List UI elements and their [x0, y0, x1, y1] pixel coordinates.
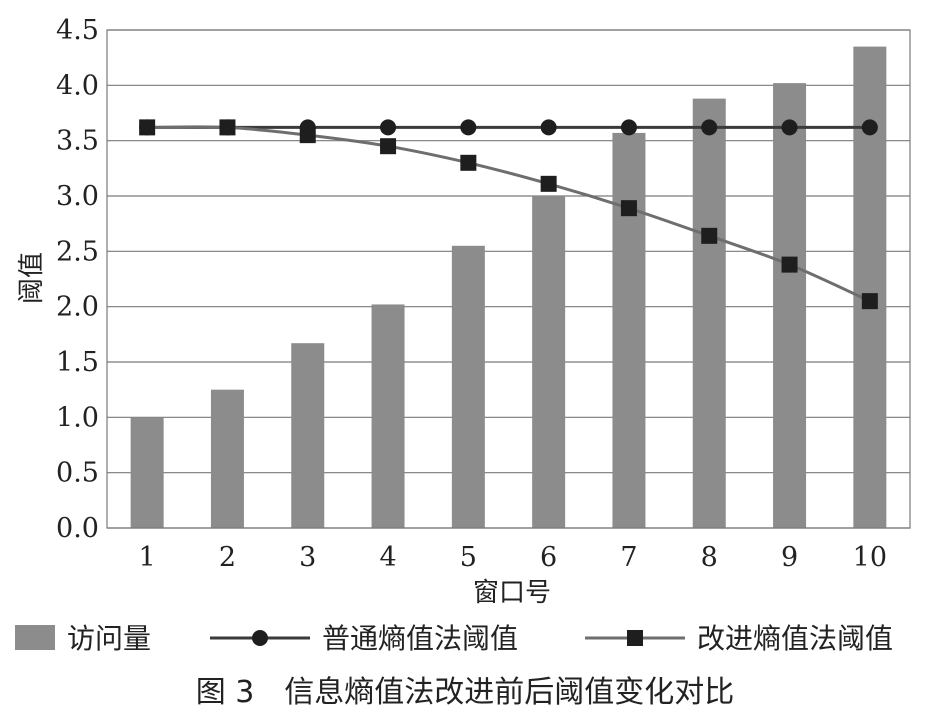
- x-tick-label: 3: [299, 542, 316, 573]
- point-normal-entropy: [701, 119, 718, 136]
- y-tick-label: 3.5: [56, 126, 99, 157]
- x-tick-label: 4: [379, 542, 396, 573]
- y-tick-label: 2.5: [56, 236, 99, 267]
- bar: [853, 46, 887, 528]
- legend-marker-improved: [627, 630, 643, 646]
- x-tick-label: 7: [620, 542, 637, 573]
- point-improved-entropy: [299, 127, 316, 144]
- figure-caption: 图 3 信息熵值法改进前后阈值变化对比: [196, 675, 735, 710]
- x-tick-label: 8: [701, 542, 718, 573]
- point-improved-entropy: [219, 119, 236, 136]
- bar: [773, 83, 807, 529]
- plot-frame: [106, 29, 911, 529]
- point-improved-entropy: [620, 200, 637, 217]
- x-tick-label: 1: [139, 542, 156, 573]
- bar: [130, 417, 164, 528]
- y-tick-label: 1.0: [56, 402, 99, 433]
- y-axis-title: 阈值: [17, 252, 47, 304]
- legend-label-improved: 改进熵值法阈值: [697, 622, 893, 655]
- y-tick-label: 0.0: [56, 513, 99, 544]
- point-improved-entropy: [781, 256, 798, 273]
- legend-label-visits: 访问量: [67, 622, 151, 655]
- y-tick-label: 2.0: [56, 292, 99, 323]
- point-normal-entropy: [540, 119, 557, 136]
- bar: [451, 245, 485, 529]
- y-tick-label: 4.0: [56, 70, 99, 101]
- x-tick-label: 6: [540, 542, 557, 573]
- bar-series: [130, 46, 887, 529]
- axes: 0.0 0.5 1.0 1.5 2.0 2.5 3.0 3.5 4.0 4.5 1 2 3 4 5 6 7 8 9 1…: [56, 15, 911, 573]
- point-improved-entropy: [139, 119, 156, 136]
- y-tick-label: 0.5: [56, 458, 99, 489]
- legend-marker-normal: [252, 630, 268, 646]
- x-tick-label: 2: [219, 542, 236, 573]
- bar: [612, 132, 646, 529]
- point-normal-entropy: [861, 119, 878, 136]
- bar: [371, 304, 405, 528]
- point-normal-entropy: [380, 119, 397, 136]
- bar: [532, 196, 566, 528]
- legend-swatch-visits: [15, 625, 55, 650]
- bar: [692, 98, 726, 528]
- point-normal-entropy: [781, 119, 798, 136]
- point-improved-entropy: [861, 293, 878, 310]
- line-improved-entropy: [147, 125, 871, 303]
- x-tick-label: 9: [781, 542, 798, 573]
- y-tick-label: 1.5: [56, 347, 99, 378]
- point-normal-entropy: [620, 119, 637, 136]
- bar: [291, 343, 325, 528]
- legend-label-normal: 普通熵值法阈值: [322, 622, 518, 655]
- x-tick-label: 10: [853, 542, 887, 573]
- point-improved-entropy: [540, 175, 557, 192]
- x-axis-title: 窗口号: [473, 578, 551, 608]
- line-series: [139, 119, 878, 310]
- point-normal-entropy: [460, 119, 477, 136]
- legend: 访问量 普通熵值法阈值 改进熵值法阈值: [15, 622, 893, 655]
- point-improved-entropy: [701, 227, 718, 244]
- x-tick-label: 5: [460, 542, 477, 573]
- y-tick-label: 4.5: [56, 15, 99, 46]
- point-improved-entropy: [380, 138, 397, 155]
- point-improved-entropy: [460, 154, 477, 171]
- bar: [210, 389, 244, 528]
- y-tick-label: 3.0: [56, 181, 99, 212]
